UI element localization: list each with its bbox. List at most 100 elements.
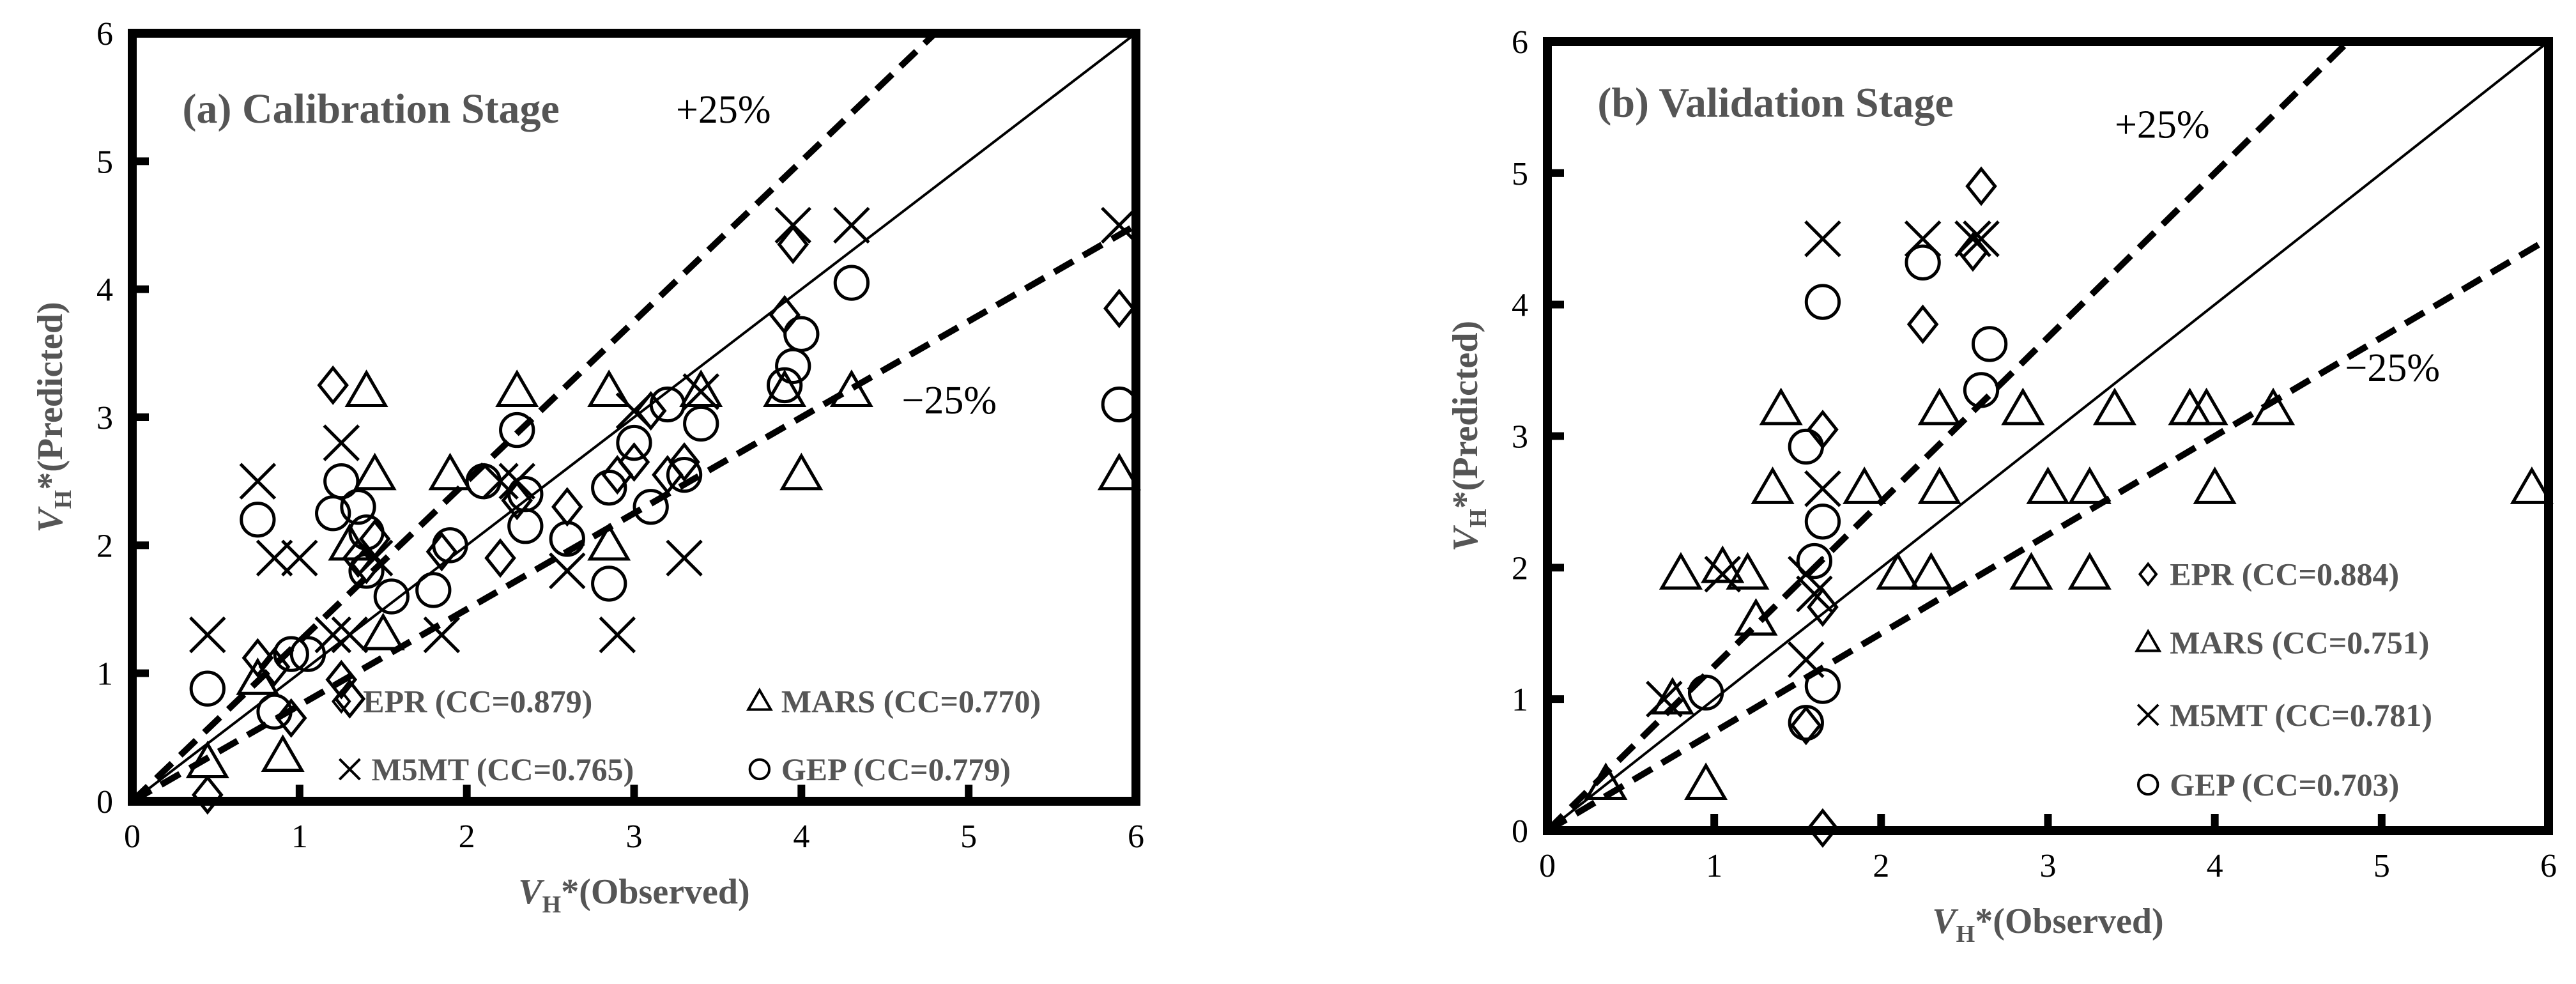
y-axis-label: VH*(Predicted) — [31, 302, 77, 532]
legend-marker — [331, 689, 351, 714]
point — [1584, 762, 1628, 801]
point — [361, 612, 405, 650]
point — [340, 489, 376, 525]
point — [344, 369, 388, 408]
x-tick-label: 1 — [291, 819, 308, 855]
point — [1804, 668, 1841, 704]
point — [2184, 387, 2228, 426]
point — [317, 365, 349, 405]
point — [774, 206, 812, 244]
point — [683, 405, 719, 442]
axis-label-subscript: H — [542, 891, 562, 918]
point — [587, 369, 631, 408]
point — [1917, 466, 1961, 504]
point — [1734, 597, 1778, 636]
y-tick-label: 0 — [1512, 813, 1528, 850]
axis-label-symbol: V — [518, 872, 545, 912]
point — [679, 369, 723, 408]
x-tick-label: 2 — [1873, 848, 1889, 884]
axis-label-symbol: V — [1446, 525, 1485, 551]
point — [777, 224, 809, 265]
x-tick-label: 6 — [2540, 848, 2557, 884]
point — [548, 552, 586, 590]
point — [353, 452, 397, 491]
point — [1909, 551, 1953, 590]
point — [2067, 466, 2112, 504]
point — [1101, 386, 1137, 423]
point — [465, 463, 502, 500]
point — [2251, 387, 2296, 426]
point — [331, 616, 369, 654]
point — [1788, 705, 1824, 741]
point — [1954, 220, 1991, 258]
bound-line — [1545, 236, 2550, 834]
bound-label: −25% — [2345, 346, 2440, 390]
legend-label: EPR (CC=0.884) — [2170, 557, 2399, 592]
point — [189, 670, 226, 707]
point — [1687, 674, 1724, 711]
axis-label-text: *(Predicted) — [1446, 321, 1485, 509]
point — [241, 638, 274, 678]
x-axis-label: VH*(Observed) — [518, 872, 749, 918]
bound-label: +25% — [2115, 103, 2210, 146]
point — [2009, 551, 2053, 590]
point — [591, 565, 627, 602]
point — [484, 538, 516, 578]
legend-marker — [2137, 773, 2159, 796]
point — [783, 316, 820, 352]
y-tick-label: 5 — [1512, 156, 1528, 192]
point — [668, 442, 700, 482]
point — [281, 539, 318, 577]
x-tick-label: 5 — [960, 819, 977, 855]
point — [1659, 551, 1703, 590]
point — [1796, 542, 1833, 580]
point — [432, 527, 468, 564]
point — [507, 508, 544, 544]
point — [1704, 555, 1741, 593]
x-tick-label: 3 — [2040, 848, 2057, 884]
point — [325, 659, 358, 700]
point — [192, 774, 224, 815]
point — [1751, 466, 1795, 504]
equality-line — [1546, 40, 2550, 832]
axis-label-subscript: H — [1465, 509, 1492, 528]
y-tick-label: 6 — [1512, 24, 1528, 61]
point — [1905, 244, 1941, 281]
y-axis-label: VH*(Predicted) — [1446, 321, 1492, 551]
point — [829, 369, 873, 408]
point — [2092, 387, 2137, 426]
point — [551, 487, 583, 527]
point — [415, 572, 452, 608]
point — [779, 452, 824, 491]
point — [599, 616, 636, 654]
chart-panel: 0 1 2 3 4 5 6 0 1 2 3 4 5 6 +25% −25% (b) Validation Sta… — [1446, 24, 2557, 948]
x-tick-label: 0 — [1539, 848, 1556, 884]
point — [348, 553, 385, 589]
legend-marker — [748, 758, 771, 781]
point — [2001, 387, 2045, 426]
legend-marker — [2138, 562, 2158, 587]
axis-label-subscript: H — [50, 490, 77, 509]
point — [775, 348, 811, 385]
x-tick-label: 5 — [2373, 848, 2390, 884]
x-tick-label: 6 — [1128, 819, 1144, 855]
equality-line — [131, 32, 1137, 803]
point — [2067, 551, 2112, 590]
point — [833, 206, 870, 244]
point — [373, 578, 410, 615]
point — [1097, 452, 1141, 491]
point — [763, 369, 807, 408]
point — [261, 734, 305, 772]
legend-marker — [2136, 703, 2159, 726]
point — [1788, 428, 1824, 465]
x-tick-label: 3 — [626, 819, 643, 855]
legend-label: EPR (CC=0.879) — [363, 684, 592, 719]
bound-label: +25% — [676, 88, 771, 132]
point — [767, 367, 803, 404]
point — [1807, 587, 1839, 627]
y-tick-label: 6 — [96, 16, 113, 52]
point — [1843, 466, 1887, 504]
axis-label-text: *(Predicted) — [31, 302, 70, 489]
point — [185, 741, 229, 778]
